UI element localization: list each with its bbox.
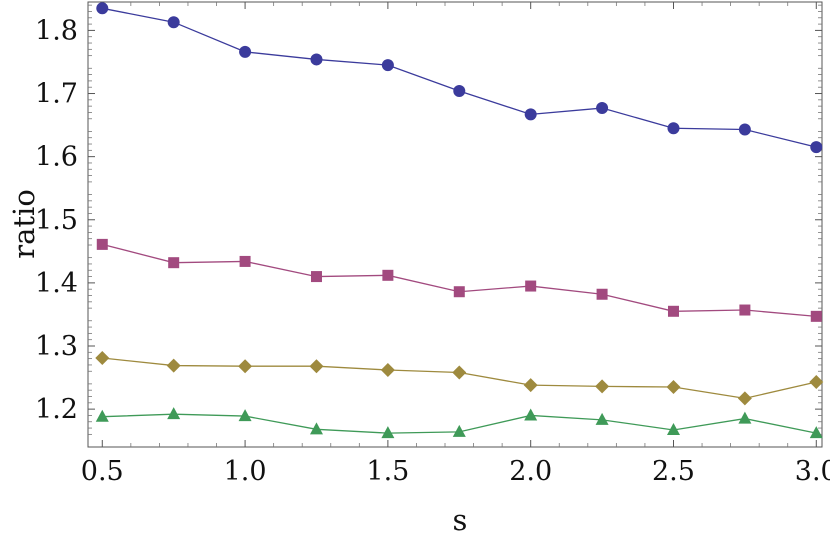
tick-labels: 0.5 1.0 1.5 2.0 2.5 3.0 1.2 1.3 1.4 1.5 1.6 1.7 1.8 <box>35 15 830 487</box>
data-point <box>667 305 679 317</box>
data-point <box>238 409 252 422</box>
data-point <box>737 391 752 406</box>
data-point <box>738 411 752 424</box>
series-diamond <box>95 351 824 406</box>
x-tick-label: 1.0 <box>224 456 267 487</box>
x-tick-label: 0.5 <box>81 456 124 487</box>
x-tick-label: 2.5 <box>652 456 695 487</box>
x-tick-label: 3.0 <box>795 456 830 487</box>
series-line <box>102 7 817 148</box>
y-tick-label: 1.2 <box>35 394 78 425</box>
y-tick-label: 1.4 <box>35 268 78 299</box>
data-point <box>524 108 537 121</box>
data-point <box>309 359 324 374</box>
data-point <box>239 45 252 58</box>
data-point <box>595 412 609 425</box>
data-point <box>595 379 610 394</box>
y-tick-label: 1.3 <box>35 331 78 362</box>
data-point <box>453 286 465 298</box>
data-point <box>525 280 537 292</box>
data-point <box>96 238 108 250</box>
data-point <box>381 426 395 439</box>
data-point <box>239 255 251 267</box>
y-tick-label: 1.7 <box>35 79 78 110</box>
data-point <box>739 304 751 316</box>
data-point <box>309 422 323 435</box>
data-point <box>167 16 180 29</box>
series-line <box>102 243 817 317</box>
plot-frame <box>87 1 823 448</box>
y-tick-label: 1.6 <box>35 142 78 173</box>
data-point <box>452 365 467 380</box>
data-point <box>524 408 538 421</box>
data-point <box>167 407 181 420</box>
x-axis-title: s <box>453 503 468 537</box>
x-tick-label: 1.5 <box>366 456 409 487</box>
data-point <box>810 141 823 154</box>
x-tick-label: 2.0 <box>509 456 552 487</box>
data-point <box>310 53 323 66</box>
series-layer <box>95 2 824 439</box>
data-point <box>452 424 466 437</box>
data-point <box>810 310 822 322</box>
y-axis-title: ratio <box>7 189 41 259</box>
data-point <box>95 409 109 422</box>
data-point <box>166 358 181 373</box>
data-point <box>523 378 538 393</box>
series-square <box>96 238 822 322</box>
data-point <box>809 426 823 439</box>
data-point <box>453 85 466 97</box>
data-point <box>596 102 609 115</box>
data-point <box>381 59 394 72</box>
data-point <box>168 257 180 269</box>
y-tick-label: 1.5 <box>35 205 78 236</box>
data-point <box>380 362 395 377</box>
data-point <box>95 351 110 365</box>
y-tick-label: 1.8 <box>35 15 78 46</box>
series-triangle <box>95 407 823 439</box>
data-point <box>238 359 253 374</box>
data-point <box>96 2 109 15</box>
data-point <box>809 374 824 389</box>
data-point <box>382 269 394 281</box>
data-point <box>666 380 681 395</box>
data-point <box>596 288 608 300</box>
data-point <box>738 123 751 136</box>
series-circle <box>96 2 823 154</box>
data-point <box>666 422 680 435</box>
axis-ticks <box>88 2 822 447</box>
data-point <box>667 122 680 135</box>
data-point <box>310 271 322 283</box>
